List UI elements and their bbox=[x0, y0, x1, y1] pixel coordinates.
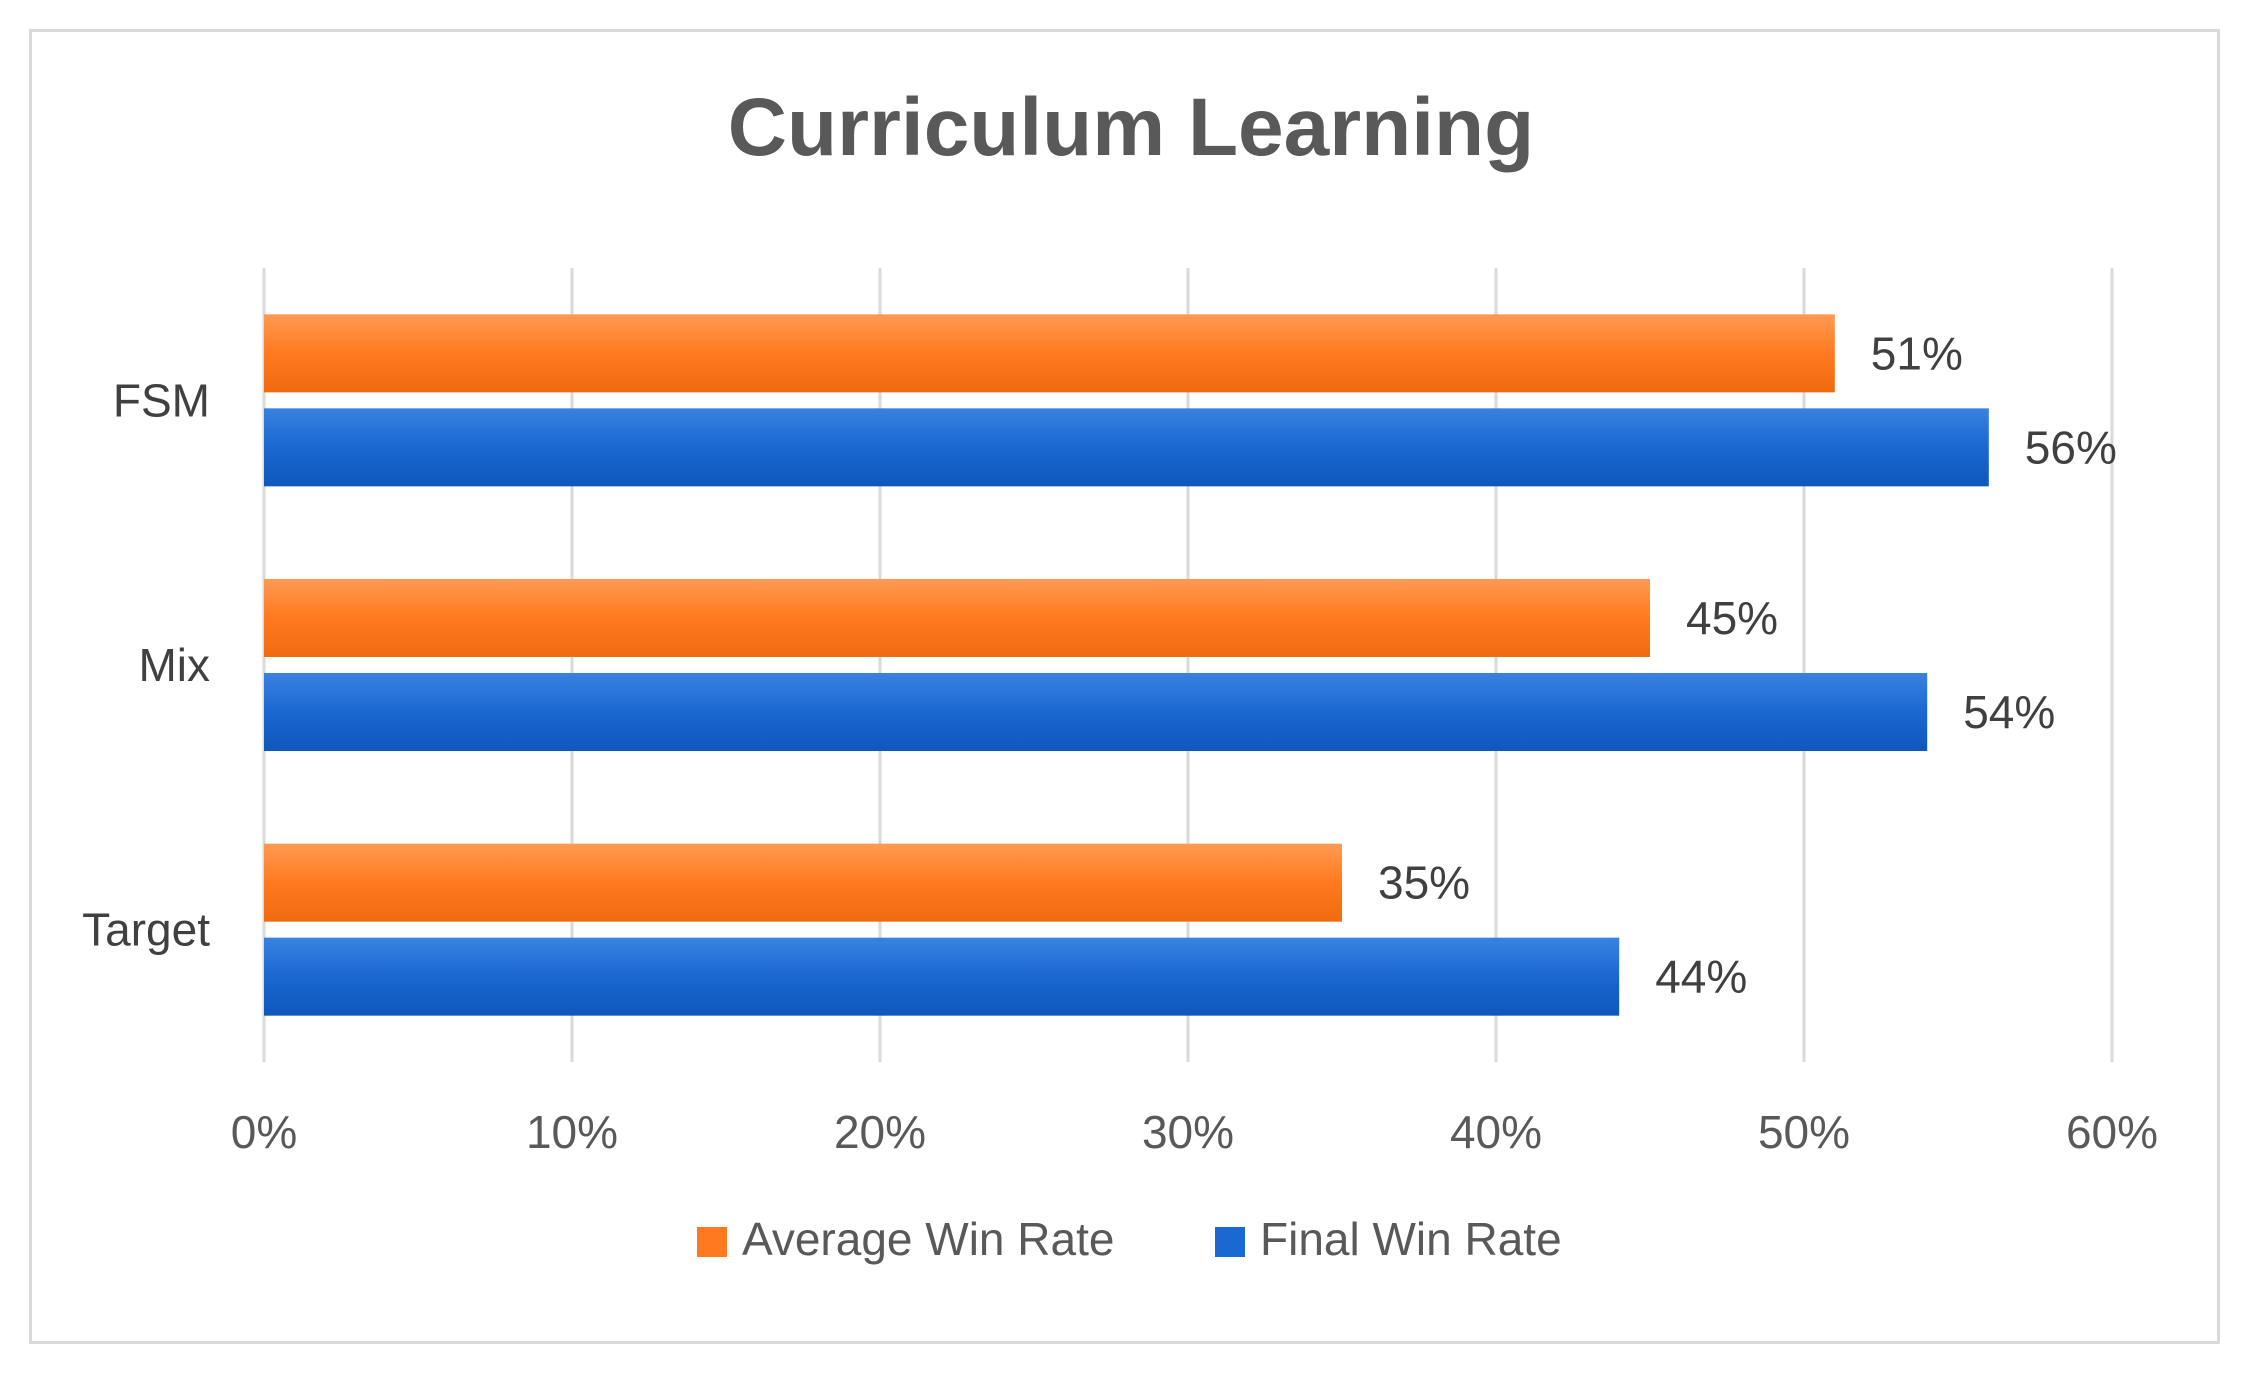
data-label: 51% bbox=[1871, 327, 1963, 379]
x-tick-label: 10% bbox=[526, 1106, 618, 1158]
x-tick-label: 20% bbox=[834, 1106, 926, 1158]
bar-target-final bbox=[264, 937, 1620, 1016]
data-label: 56% bbox=[2025, 421, 2117, 473]
chart-title: Curriculum Learning bbox=[728, 82, 1534, 173]
bar-mix-final bbox=[264, 673, 1928, 751]
category-label-mix: Mix bbox=[138, 639, 210, 691]
gridlines bbox=[262, 268, 2114, 1062]
tick-labels: 0% 10% 20% 30% 40% 50% 60% bbox=[231, 1106, 2158, 1158]
category-label-target: Target bbox=[82, 904, 210, 956]
x-tick-label: 40% bbox=[1450, 1106, 1542, 1158]
bar-fsm-average bbox=[264, 314, 1835, 393]
x-tick-label: 0% bbox=[231, 1106, 297, 1158]
data-label: 54% bbox=[1963, 686, 2055, 738]
bar-fsm-final bbox=[264, 408, 1989, 487]
legend-swatch-final bbox=[1215, 1227, 1245, 1257]
data-label: 44% bbox=[1655, 951, 1747, 1003]
legend-swatch-average bbox=[697, 1227, 727, 1257]
category-label-fsm: FSM bbox=[113, 374, 210, 426]
bar-mix-average bbox=[264, 579, 1650, 657]
x-tick-label: 60% bbox=[2066, 1106, 2158, 1158]
value-labels: 51% 56% 45% 54% 35% 44% bbox=[1378, 327, 2117, 1002]
bar-target-average bbox=[264, 843, 1342, 922]
bars bbox=[264, 314, 1989, 1016]
data-label: 35% bbox=[1378, 857, 1470, 909]
category-labels: FSM Mix Target bbox=[82, 374, 210, 955]
legend-label-final: Final Win Rate bbox=[1260, 1213, 1562, 1265]
x-tick-label: 30% bbox=[1142, 1106, 1234, 1158]
legend: Average Win Rate Final Win Rate bbox=[697, 1213, 1562, 1265]
legend-label-average: Average Win Rate bbox=[742, 1213, 1114, 1265]
data-label: 45% bbox=[1686, 592, 1778, 644]
x-tick-label: 50% bbox=[1758, 1106, 1850, 1158]
